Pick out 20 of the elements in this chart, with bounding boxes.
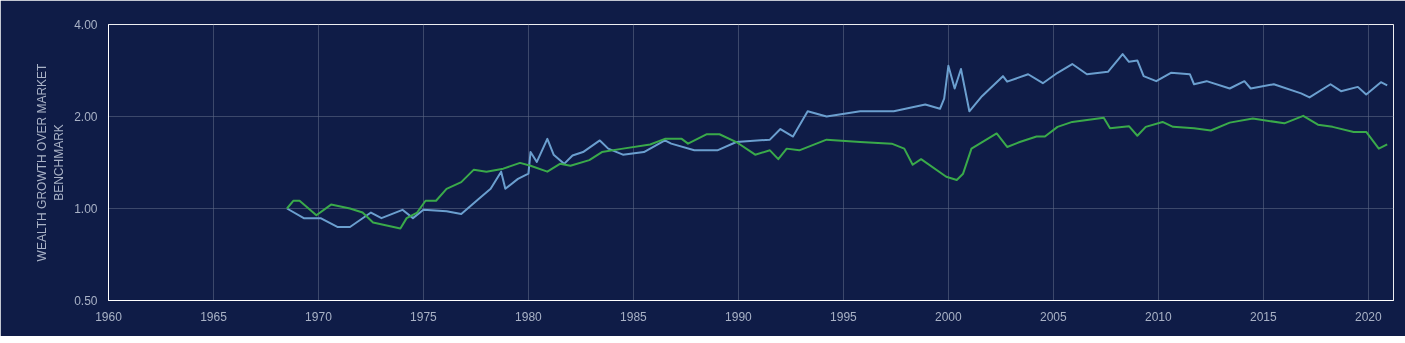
x-tick-label: 2010 (1144, 309, 1173, 324)
x-tick-label: 1970 (305, 309, 333, 324)
x-tick-label: 2015 (1249, 309, 1277, 324)
y-tick-label: 2.00 (74, 110, 98, 124)
x-tick-label: 2000 (935, 309, 963, 324)
y-tick-label: 1.00 (74, 202, 98, 216)
line-series (285, 53, 1389, 228)
x-tick-label: 1965 (200, 309, 228, 324)
x-tick-label: 1995 (830, 309, 858, 324)
y-axis-title: WEALTH GROWTH OVER MARKET BENCHMARK (35, 62, 67, 262)
x-tick-label: 1990 (725, 309, 753, 324)
x-tick-label: 2005 (1040, 309, 1068, 324)
x-tick-label: 2020 (1354, 309, 1382, 324)
x-tick-label: 1975 (410, 309, 438, 324)
y-tick-label: 0.50 (74, 294, 98, 308)
y-tick-label: 4.00 (74, 18, 98, 32)
x-tick-label: 1985 (620, 309, 648, 324)
line-series (285, 114, 1389, 230)
x-tick-label: 1980 (515, 309, 543, 324)
x-tick-label: 1960 (95, 309, 123, 324)
